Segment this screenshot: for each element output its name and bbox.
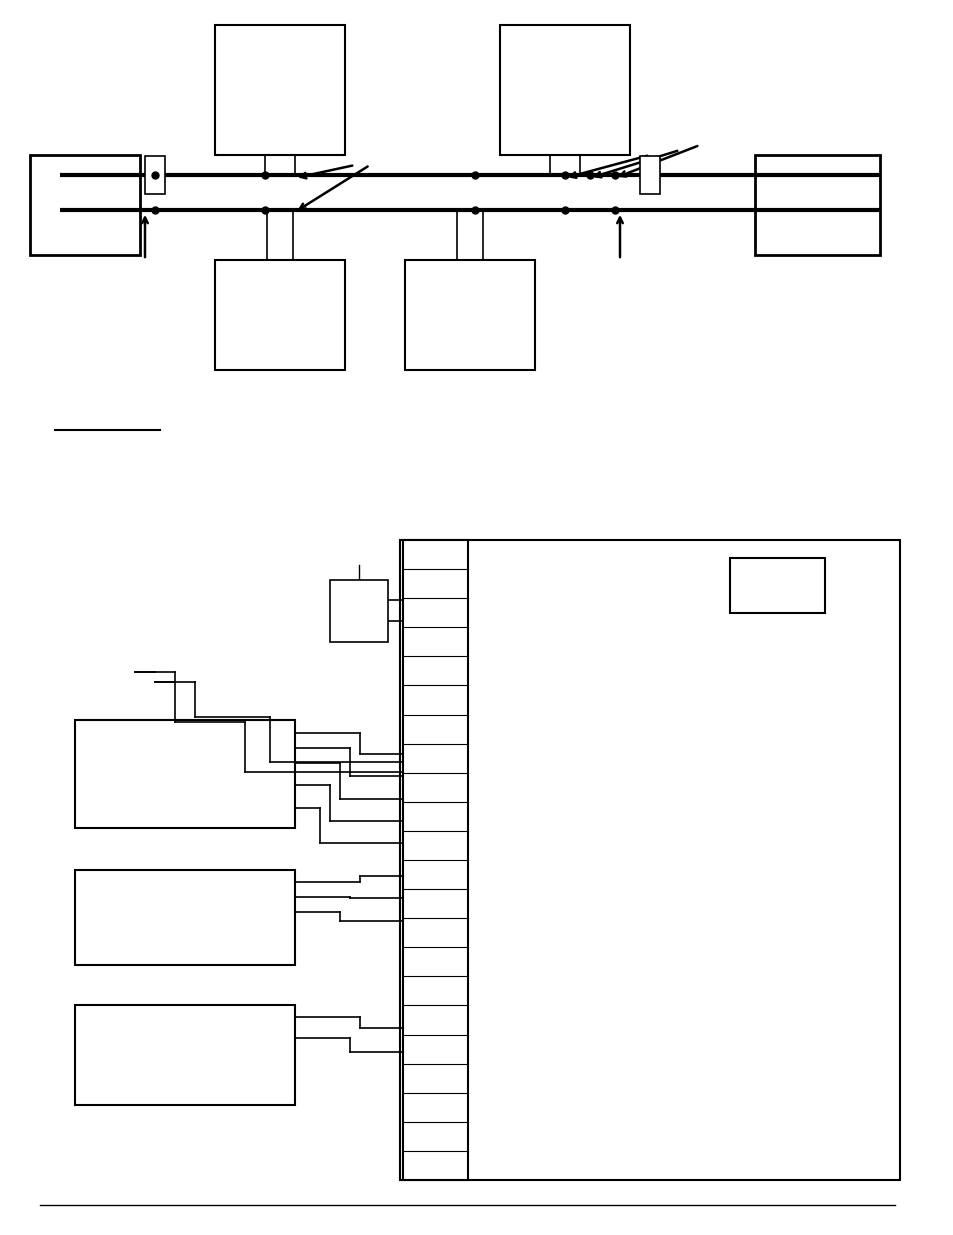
Bar <box>75 869 294 965</box>
Bar <box>75 720 294 827</box>
Bar <box>399 540 899 1179</box>
Bar <box>729 558 824 613</box>
Bar <box>30 156 140 254</box>
Bar <box>214 25 345 156</box>
Bar <box>405 261 535 370</box>
Text: +: + <box>375 606 384 616</box>
Bar <box>499 25 629 156</box>
Bar <box>145 156 165 194</box>
Bar <box>639 156 659 194</box>
Bar <box>75 1005 294 1105</box>
Bar <box>330 580 388 642</box>
Bar <box>402 540 468 1179</box>
Bar <box>754 156 879 254</box>
Text: -: - <box>335 606 339 616</box>
Bar <box>214 261 345 370</box>
